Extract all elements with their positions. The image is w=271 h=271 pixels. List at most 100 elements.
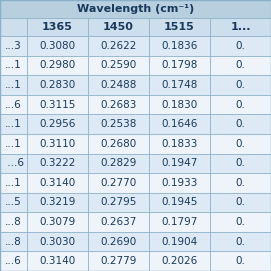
Text: 0.1904: 0.1904 bbox=[162, 237, 198, 247]
Text: ...5: ...5 bbox=[5, 198, 22, 208]
Bar bbox=[149, 232, 210, 251]
Text: 0.2770: 0.2770 bbox=[101, 178, 137, 188]
Text: 0.1830: 0.1830 bbox=[162, 99, 198, 109]
Text: ...8: ...8 bbox=[5, 217, 22, 227]
Bar bbox=[210, 193, 271, 212]
Text: 0.3222: 0.3222 bbox=[39, 158, 76, 168]
Text: 0.1646: 0.1646 bbox=[161, 119, 198, 129]
Text: 0.2683: 0.2683 bbox=[100, 99, 137, 109]
Text: 0.2690: 0.2690 bbox=[101, 237, 137, 247]
Text: 0.3140: 0.3140 bbox=[40, 178, 76, 188]
Text: 0.: 0. bbox=[235, 256, 246, 266]
Text: 0.3140: 0.3140 bbox=[40, 256, 76, 266]
Bar bbox=[27, 56, 88, 75]
Bar bbox=[27, 193, 88, 212]
Text: 0.: 0. bbox=[235, 178, 246, 188]
Text: 0.1748: 0.1748 bbox=[161, 80, 198, 90]
Text: 0.2829: 0.2829 bbox=[100, 158, 137, 168]
Bar bbox=[149, 18, 210, 36]
Text: 0.3079: 0.3079 bbox=[40, 217, 76, 227]
Bar bbox=[0, 75, 27, 95]
Bar bbox=[88, 173, 149, 193]
Bar bbox=[210, 18, 271, 36]
Text: 0.1798: 0.1798 bbox=[161, 60, 198, 70]
Bar bbox=[88, 36, 149, 56]
Bar bbox=[0, 173, 27, 193]
Text: Wavelength (cm⁻¹): Wavelength (cm⁻¹) bbox=[77, 4, 194, 14]
Text: 0.: 0. bbox=[235, 99, 246, 109]
Text: 0.2830: 0.2830 bbox=[40, 80, 76, 90]
Bar bbox=[210, 153, 271, 173]
Text: 0.: 0. bbox=[235, 237, 246, 247]
Bar bbox=[27, 251, 88, 271]
Text: 0.: 0. bbox=[235, 158, 246, 168]
Text: 0.1833: 0.1833 bbox=[161, 139, 198, 149]
Text: 0.2795: 0.2795 bbox=[100, 198, 137, 208]
Bar bbox=[88, 75, 149, 95]
Text: ...1: ...1 bbox=[5, 178, 22, 188]
Text: 0.3030: 0.3030 bbox=[40, 237, 76, 247]
Text: 0.3219: 0.3219 bbox=[39, 198, 76, 208]
Bar bbox=[27, 212, 88, 232]
Bar bbox=[0, 18, 27, 36]
Bar bbox=[149, 212, 210, 232]
Bar bbox=[149, 36, 210, 56]
Text: ...3: ...3 bbox=[5, 41, 22, 51]
Bar bbox=[0, 193, 27, 212]
Bar bbox=[210, 173, 271, 193]
Bar bbox=[27, 95, 88, 114]
Bar bbox=[27, 75, 88, 95]
Bar bbox=[27, 114, 88, 134]
Text: 0.3080: 0.3080 bbox=[40, 41, 76, 51]
Bar bbox=[210, 36, 271, 56]
Bar bbox=[88, 134, 149, 153]
Bar bbox=[210, 114, 271, 134]
Text: 0.: 0. bbox=[235, 198, 246, 208]
Text: 0.2956: 0.2956 bbox=[39, 119, 76, 129]
Bar bbox=[0, 114, 27, 134]
Bar bbox=[0, 134, 27, 153]
Bar bbox=[149, 251, 210, 271]
Text: ...6: ...6 bbox=[5, 256, 22, 266]
Bar bbox=[149, 173, 210, 193]
Text: 0.2622: 0.2622 bbox=[100, 41, 137, 51]
Bar bbox=[27, 18, 88, 36]
Bar bbox=[27, 232, 88, 251]
Text: 0.3110: 0.3110 bbox=[40, 139, 76, 149]
Text: ...1: ...1 bbox=[5, 119, 22, 129]
Bar bbox=[88, 18, 149, 36]
Text: 0.3115: 0.3115 bbox=[39, 99, 76, 109]
Text: 0.2779: 0.2779 bbox=[100, 256, 137, 266]
Bar bbox=[27, 134, 88, 153]
Text: ...1: ...1 bbox=[5, 60, 22, 70]
Bar bbox=[0, 251, 27, 271]
Text: 0.2680: 0.2680 bbox=[101, 139, 137, 149]
Bar bbox=[27, 36, 88, 56]
Bar bbox=[149, 56, 210, 75]
Bar bbox=[149, 75, 210, 95]
Text: 0.: 0. bbox=[235, 139, 246, 149]
Text: ...1: ...1 bbox=[5, 80, 22, 90]
Text: 0.2637: 0.2637 bbox=[100, 217, 137, 227]
Text: 1...: 1... bbox=[230, 22, 251, 32]
Text: 1515: 1515 bbox=[164, 22, 195, 32]
Text: 0.2488: 0.2488 bbox=[100, 80, 137, 90]
Bar bbox=[27, 173, 88, 193]
Bar bbox=[149, 134, 210, 153]
Text: 1450: 1450 bbox=[103, 22, 134, 32]
Bar bbox=[88, 153, 149, 173]
Text: 0.2026: 0.2026 bbox=[162, 256, 198, 266]
Text: ...6: ...6 bbox=[5, 99, 22, 109]
Bar bbox=[210, 212, 271, 232]
Text: ...1: ...1 bbox=[5, 139, 22, 149]
Bar bbox=[88, 232, 149, 251]
Bar bbox=[88, 251, 149, 271]
Bar bbox=[0, 0, 271, 18]
Text: 1365: 1365 bbox=[42, 22, 73, 32]
Bar bbox=[88, 56, 149, 75]
Bar bbox=[149, 114, 210, 134]
Text: ...6: ...6 bbox=[4, 158, 24, 168]
Text: 0.1836: 0.1836 bbox=[161, 41, 198, 51]
Bar bbox=[88, 193, 149, 212]
Text: 0.1947: 0.1947 bbox=[161, 158, 198, 168]
